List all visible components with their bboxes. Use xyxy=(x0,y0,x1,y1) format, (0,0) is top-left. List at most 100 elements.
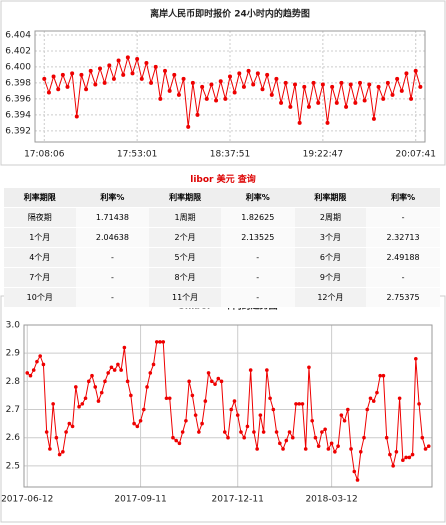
point xyxy=(426,444,431,448)
cell: - xyxy=(75,287,150,308)
point xyxy=(219,379,224,384)
point xyxy=(190,80,195,85)
point xyxy=(237,71,242,76)
row: 1个月 2.04638 2个月 2.13525 3个月 2.32713 xyxy=(4,227,440,248)
point xyxy=(316,444,321,448)
y-tick-label: 6.402 xyxy=(5,46,31,56)
point xyxy=(390,92,395,97)
point xyxy=(353,100,358,105)
cell: 2.75375 xyxy=(366,287,440,308)
point xyxy=(265,72,270,77)
point xyxy=(297,120,302,125)
x-tick-label: 17:08:06 xyxy=(24,150,65,160)
cell: - xyxy=(366,267,440,288)
point xyxy=(362,98,367,103)
point xyxy=(395,76,400,81)
point xyxy=(302,84,307,89)
point xyxy=(323,427,327,432)
x-tick-label: 18:37:51 xyxy=(210,150,250,160)
point xyxy=(184,418,188,423)
point xyxy=(41,362,46,367)
point xyxy=(306,104,311,109)
point xyxy=(226,435,230,440)
point xyxy=(316,100,321,105)
header-cell: 利率期限 xyxy=(149,188,221,208)
point xyxy=(197,430,201,434)
point xyxy=(210,379,214,384)
point xyxy=(67,421,72,426)
point xyxy=(325,120,330,125)
point xyxy=(235,413,240,417)
point xyxy=(410,452,415,457)
point xyxy=(303,447,308,451)
point xyxy=(116,58,121,63)
point xyxy=(35,359,39,364)
cell: - xyxy=(220,247,295,268)
point xyxy=(61,449,65,454)
point xyxy=(139,76,144,81)
point xyxy=(25,371,30,375)
cell: 7个月 xyxy=(4,267,76,288)
point xyxy=(96,399,101,403)
point xyxy=(223,96,228,101)
point xyxy=(293,82,297,87)
point xyxy=(204,96,209,101)
y-tick-label: 2.5 xyxy=(6,461,20,471)
point xyxy=(336,444,340,448)
point xyxy=(251,82,256,87)
cell: 2周期 xyxy=(294,207,367,228)
cell: 6个月 xyxy=(294,247,367,268)
row: 4个月 -5个月 -6个月 2.49188 xyxy=(4,247,440,268)
point xyxy=(28,373,33,378)
point xyxy=(195,112,200,117)
point xyxy=(163,68,167,73)
point xyxy=(418,84,423,89)
cell: 1.82625 xyxy=(220,207,295,228)
point xyxy=(307,365,311,370)
point xyxy=(300,402,305,406)
point xyxy=(93,82,98,87)
point xyxy=(125,55,130,60)
point xyxy=(414,357,418,361)
point xyxy=(287,430,292,434)
point xyxy=(70,71,75,76)
point xyxy=(413,68,418,73)
point xyxy=(407,455,412,460)
point xyxy=(279,100,284,105)
cell: - xyxy=(75,247,150,268)
table-title: libor 美元 查询 xyxy=(190,175,256,185)
point xyxy=(203,399,208,403)
point xyxy=(187,379,191,384)
point xyxy=(130,71,135,76)
point xyxy=(79,72,84,77)
point xyxy=(44,430,49,434)
header-cell: 利率期限 xyxy=(4,188,76,208)
point xyxy=(329,441,334,446)
point xyxy=(349,447,353,451)
point xyxy=(344,104,349,109)
point xyxy=(42,76,47,81)
cell: 10个月 xyxy=(4,287,76,308)
libor-table: 利率期限 利率% 利率期限 利率% 利率期限 利率% 隔夜期 1.71438 1周期 1.8262… xyxy=(4,188,440,308)
point xyxy=(149,80,154,85)
point xyxy=(252,430,256,434)
point xyxy=(320,430,324,434)
cell: 2.13525 xyxy=(220,227,295,248)
row: 隔夜期 1.71438 1周期 1.82625 2周期 - xyxy=(4,207,440,228)
point xyxy=(109,365,114,370)
point xyxy=(180,430,185,434)
point xyxy=(31,368,36,372)
point xyxy=(93,385,98,389)
point xyxy=(74,114,79,119)
cell: 12个月 xyxy=(294,287,367,308)
point xyxy=(330,84,335,89)
point xyxy=(86,379,91,384)
point xyxy=(352,469,357,474)
cell: 2.04638 xyxy=(75,227,150,248)
point xyxy=(200,421,204,426)
point xyxy=(153,64,158,69)
point xyxy=(384,435,389,440)
point xyxy=(214,98,219,103)
